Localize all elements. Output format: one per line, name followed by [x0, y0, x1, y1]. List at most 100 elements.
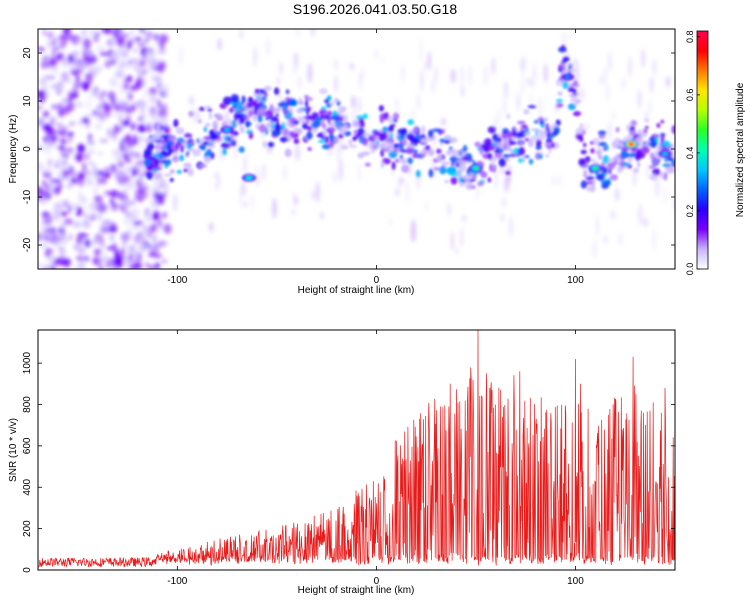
spectrogram-noise-blob [84, 205, 89, 211]
spectrogram-streak [420, 68, 424, 92]
spectrogram-noise-blob [67, 170, 78, 178]
spectrogram-ridge-blob [483, 138, 493, 147]
spectrogram-ridge-blob [533, 119, 539, 124]
spectrogram-noise-blob [152, 210, 161, 221]
spectrogram-noise-blob [125, 211, 129, 216]
spectrogram-noise-blob [137, 43, 145, 47]
spectrogram-noise-blob [66, 34, 77, 40]
spectrogram-ridge-blob [188, 110, 194, 117]
spectrogram-ridge-blob [524, 132, 531, 137]
spectrogram-noise-blob [129, 231, 135, 242]
spectrogram-ridge-blob [558, 46, 567, 53]
spectrogram-ridge-blob [508, 130, 512, 139]
spectrogram-noise-blob [152, 221, 158, 233]
spectrogram-streak [139, 243, 144, 254]
spectrogram-ridge-blob [672, 163, 675, 168]
spectrogram-streak [395, 188, 400, 197]
spectrogram-ridge-blob [566, 62, 573, 67]
spectrogram-noise-blob [128, 244, 132, 254]
spectrogram-noise-blob [107, 226, 118, 233]
spectrogram-ridge-blob [237, 109, 243, 114]
spectrogram-noise-blob [57, 228, 65, 233]
spectrogram-streak [497, 108, 500, 126]
spectrogram-noise-blob [113, 124, 119, 135]
spectrogram-ridge-blob [251, 115, 258, 121]
spectrogram-noise-blob [77, 143, 86, 153]
spectrogram-noise-blob [161, 259, 168, 264]
spectrogram-noise-blob [58, 145, 65, 150]
spectrogram-streak [433, 126, 437, 148]
spectrogram-streak [241, 180, 246, 197]
spectrogram-noise-blob [87, 132, 93, 144]
spectrogram-noise-blob [144, 38, 149, 43]
spectrogram-noise-blob [38, 142, 42, 146]
spectrogram-noise-blob [57, 257, 67, 266]
spectrogram-noise-blob [103, 252, 108, 261]
spectrogram-streak [476, 177, 480, 201]
spectrogram-noise-blob [106, 246, 115, 251]
spectrogram-noise-blob [40, 116, 45, 126]
spectrogram-ridge-blob [580, 180, 588, 189]
spectrogram-ridge-blob [326, 103, 332, 108]
snr-x-axis-label: Height of straight line (km) [298, 585, 415, 596]
spectrogram-noise-blob [63, 104, 71, 115]
spectrogram-ridge-blob [567, 103, 576, 111]
spectrogram-streak [533, 64, 537, 82]
spectrogram-streak [283, 166, 287, 181]
spectrogram-streak [518, 63, 522, 70]
spectrogram-streak [118, 80, 123, 96]
spectrogram-streak [150, 63, 154, 85]
spectrogram-y-axis-label: Frequency (Hz) [8, 115, 19, 184]
spectrogram-streak [621, 77, 626, 90]
spectrogram-streak [610, 210, 616, 220]
spectrogram-ridge-blob [173, 118, 179, 128]
spectrogram-ridge-blob [444, 180, 450, 184]
spectrogram-streak [575, 64, 579, 86]
spectrogram-noise-blob [98, 117, 107, 122]
spectrogram-noise-blob [126, 61, 131, 70]
spectrogram-noise-blob [121, 175, 131, 184]
spectrogram-streak [501, 168, 506, 175]
spectrogram-noise-blob [42, 29, 46, 36]
spectrogram-ridge-blob [230, 119, 237, 129]
spectrogram-ridge-blob [395, 158, 400, 163]
spectrogram-noise-blob [157, 192, 167, 198]
spectrogram-ridge-blob [163, 173, 172, 177]
spectrogram-noise-blob [113, 257, 124, 268]
spectrogram-ridge-blob [659, 145, 664, 152]
spectrogram-streak [633, 169, 636, 187]
spectrogram-ridge-blob [523, 155, 530, 159]
spectrogram-ridge-blob [399, 158, 408, 165]
spectrogram-ridge-blob [352, 120, 359, 127]
spectrogram-streak [294, 51, 298, 70]
spectrogram-streak [189, 96, 194, 105]
spectrogram-ridge-blob [328, 111, 332, 117]
snr-y-tick-label: 800 [22, 396, 33, 413]
spectrogram-noise-blob [38, 262, 42, 268]
spectrogram-noise-blob [121, 152, 131, 160]
spectrogram-noise-blob [102, 219, 112, 226]
spectrogram-noise-blob [121, 200, 127, 205]
spectrogram-ridge-blob [183, 168, 189, 173]
spectrogram-noise-blob [101, 29, 111, 34]
colorbar-tick-label: 0.8 [685, 31, 695, 44]
spectrogram-streak [311, 29, 315, 37]
spectrogram-noise-blob [136, 253, 142, 265]
spectrogram-streak [410, 219, 416, 243]
spectrogram-hotspot [564, 75, 571, 79]
spectrogram-ridge-blob [238, 118, 245, 125]
spectrogram-noise-blob [74, 100, 81, 108]
spectrogram-ridge-blob [203, 126, 208, 133]
spectrogram-noise-blob [53, 210, 61, 221]
spectrogram-ridge-blob [358, 117, 365, 127]
spectrogram-ridge-blob [537, 117, 543, 122]
spectrogram-noise-blob [38, 200, 49, 205]
spectrogram-streak [173, 193, 177, 212]
spectrogram-streak [117, 118, 121, 130]
spectrogram-ridge-blob [204, 105, 212, 109]
spectrogram-noise-blob [63, 177, 70, 182]
spectrogram-ridge-blob [449, 155, 458, 163]
spectrogram-ridge-blob [502, 153, 510, 159]
spectrogram-ridge-blob [364, 162, 371, 167]
spectrogram-streak [375, 48, 378, 60]
